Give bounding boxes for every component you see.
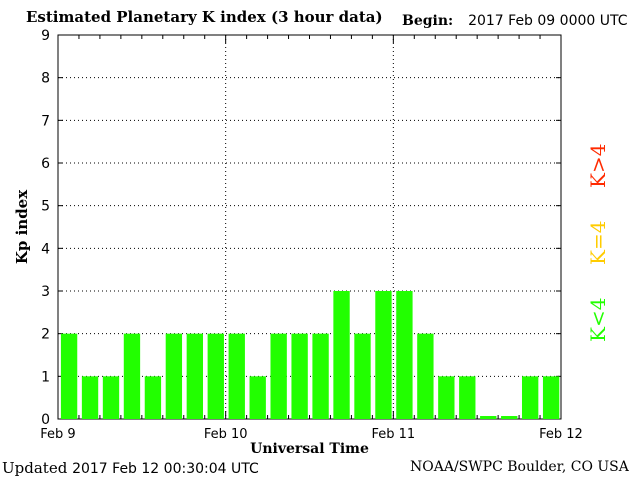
updated-value: 2017 Feb 12 00:30:04 UTC <box>72 461 259 477</box>
legend-label-k-greater-4: K>4 <box>586 143 610 188</box>
kp-bar <box>396 291 413 419</box>
kp-bar <box>270 333 287 419</box>
begin-value: 2017 Feb 09 0000 UTC <box>468 13 628 29</box>
credit-text: NOAA/SWPC Boulder, CO USA <box>410 459 629 475</box>
legend-k-greater-4: K>4 <box>586 118 614 198</box>
kp-bar <box>291 333 308 419</box>
kp-bar <box>228 333 245 419</box>
kp-bar <box>501 416 518 419</box>
x-tick-label: Feb 9 <box>40 427 75 442</box>
kp-bar <box>480 416 497 419</box>
kp-bar <box>333 291 350 419</box>
legend-k-equal-4: K=4 <box>586 195 614 275</box>
kp-bar <box>81 376 99 419</box>
y-tick-label: 0 <box>41 412 50 428</box>
kp-bar <box>123 333 141 419</box>
y-tick-label: 2 <box>41 327 50 343</box>
y-tick-label: 1 <box>41 369 50 385</box>
kp-bar <box>312 333 329 419</box>
chart-title: Estimated Planetary K index (3 hour data… <box>26 8 383 26</box>
begin-label: Begin: <box>402 13 454 29</box>
kp-bar <box>438 376 455 419</box>
kp-bar <box>417 333 434 419</box>
begin-info: Begin: 2017 Feb 09 0000 UTC <box>402 13 628 29</box>
kp-bar <box>102 376 120 419</box>
kp-bar <box>354 333 371 419</box>
kp-bar <box>249 376 266 419</box>
y-tick-label: 9 <box>41 28 50 44</box>
kp-bar <box>186 333 204 419</box>
updated-info: Updated 2017 Feb 12 00:30:04 UTC <box>2 459 259 477</box>
kp-bar <box>144 376 162 419</box>
updated-label: Updated <box>2 459 68 477</box>
legend-label-k-less-4: K<4 <box>586 297 610 342</box>
y-tick-label: 8 <box>41 71 50 87</box>
kp-bar <box>375 291 392 419</box>
legend-k-less-4: K<4 <box>586 272 614 352</box>
y-tick-label: 5 <box>41 199 50 215</box>
kp-bar <box>459 376 476 419</box>
y-tick-label: 3 <box>41 284 50 300</box>
y-tick-label: 7 <box>41 113 50 129</box>
x-tick-label: Feb 10 <box>204 427 248 442</box>
y-tick-label: 4 <box>41 241 50 257</box>
kp-bar <box>542 376 560 419</box>
x-axis-label: Universal Time <box>250 441 369 457</box>
y-tick-label: 6 <box>41 156 50 172</box>
legend-label-k-equal-4: K=4 <box>586 220 610 265</box>
kp-bar <box>60 333 78 419</box>
x-tick-label: Feb 11 <box>371 427 415 442</box>
y-axis-label: Kp index <box>13 189 31 264</box>
kp-bar <box>521 376 539 419</box>
kp-bar <box>207 333 224 419</box>
x-tick-label: Feb 12 <box>539 427 583 442</box>
kp-bar <box>165 333 183 419</box>
